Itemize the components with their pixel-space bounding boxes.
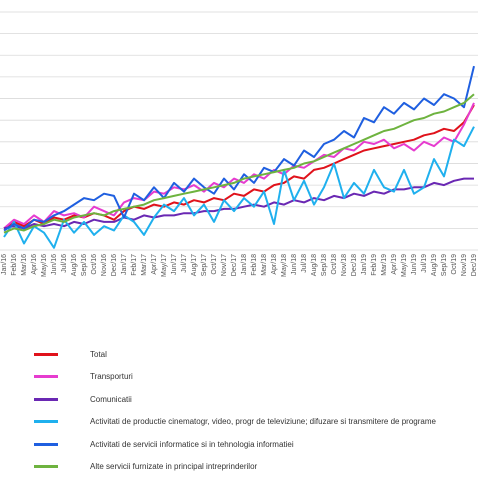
x-tick-label: Oct/16 xyxy=(91,254,98,275)
x-tick-label: Sep/17 xyxy=(201,254,208,276)
x-tick-label: Nov/17 xyxy=(221,254,228,276)
x-tick-label: Aug/16 xyxy=(71,254,78,276)
x-tick-label: Apr/19 xyxy=(391,254,398,275)
x-tick-label: Dec/17 xyxy=(231,254,238,276)
x-tick-label: Nov/16 xyxy=(101,254,108,276)
x-tick-label: Dec/19 xyxy=(471,254,478,276)
legend-item-total: Total xyxy=(34,343,474,366)
x-tick-label: Mar/16 xyxy=(21,254,28,276)
x-tick-label: Jul/19 xyxy=(421,254,428,273)
legend-label-transporturi: Transporturi xyxy=(90,372,133,381)
x-tick-label: Sep/16 xyxy=(81,254,88,276)
x-tick-label: Jun/19 xyxy=(411,254,418,275)
x-tick-label: Apr/17 xyxy=(151,254,158,275)
legend-label-cinematografie: Activitati de productie cinematogr, vide… xyxy=(90,417,436,426)
x-tick-label: Feb/18 xyxy=(251,254,258,276)
x-tick-label: Jun/16 xyxy=(51,254,58,275)
legend-swatch-servicii-informatice xyxy=(34,443,58,446)
x-tick-label: May/19 xyxy=(401,254,408,277)
x-tick-label: Jan/16 xyxy=(1,254,8,275)
legend-item-alte-servicii: Alte servicii furnizate in principal int… xyxy=(34,456,474,478)
x-tick-label: Mar/19 xyxy=(381,254,388,276)
legend-label-comunicatii: Comunicatii xyxy=(90,395,132,404)
x-tick-label: Jun/18 xyxy=(291,254,298,275)
x-tick-label: Feb/16 xyxy=(11,254,18,276)
x-tick-label: Feb/19 xyxy=(371,254,378,276)
legend-label-total: Total xyxy=(90,350,107,359)
legend-swatch-cinematografie xyxy=(34,420,58,423)
series-line-1 xyxy=(4,103,474,228)
x-tick-label: Jun/17 xyxy=(171,254,178,275)
x-tick-label: Jul/16 xyxy=(61,254,68,273)
legend-swatch-alte-servicii xyxy=(34,465,58,468)
x-tick-label: Apr/16 xyxy=(31,254,38,275)
x-tick-label: Jan/17 xyxy=(121,254,128,275)
x-tick-label: Nov/19 xyxy=(461,254,468,276)
legend-item-cinematografie: Activitati de productie cinematogr, vide… xyxy=(34,411,474,434)
x-tick-label: Dec/18 xyxy=(351,254,358,276)
series-lines xyxy=(4,66,474,248)
x-tick-label: Apr/18 xyxy=(271,254,278,275)
legend-label-alte-servicii: Alte servicii furnizate in principal int… xyxy=(90,462,257,471)
x-tick-label: Aug/17 xyxy=(191,254,198,276)
x-tick-label: Nov/18 xyxy=(341,254,348,276)
x-tick-label: Jul/17 xyxy=(181,254,188,273)
x-tick-label: Mar/17 xyxy=(141,254,148,276)
x-tick-label: Mar/18 xyxy=(261,254,268,276)
x-tick-label: Sep/18 xyxy=(321,254,328,276)
x-tick-label: Aug/19 xyxy=(431,254,438,276)
legend-swatch-total xyxy=(34,353,58,356)
legend-swatch-comunicatii xyxy=(34,398,58,401)
x-tick-label: Jan/19 xyxy=(361,254,368,275)
x-tick-label: Dec/16 xyxy=(111,254,118,276)
x-tick-label: Aug/18 xyxy=(311,254,318,276)
legend-item-transporturi: Transporturi xyxy=(34,366,474,389)
x-tick-label: Jan/18 xyxy=(241,254,248,275)
legend-item-servicii-informatice: Activitati de servicii informatice si in… xyxy=(34,433,474,456)
legend-swatch-transporturi xyxy=(34,375,58,378)
x-tick-label: Jul/18 xyxy=(301,254,308,273)
x-tick-label: May/16 xyxy=(41,254,48,277)
legend-item-comunicatii: Comunicatii xyxy=(34,388,474,411)
legend-label-servicii-informatice: Activitati de servicii informatice si in… xyxy=(90,440,294,449)
x-tick-label: Oct/17 xyxy=(211,254,218,275)
x-tick-label: May/18 xyxy=(281,254,288,277)
x-tick-label: Oct/18 xyxy=(331,254,338,275)
x-tick-label: Feb/17 xyxy=(131,254,138,276)
legend: Total Transporturi Comunicatii Activitat… xyxy=(34,343,474,478)
x-tick-label: Oct/19 xyxy=(451,254,458,275)
x-tick-label: Sep/19 xyxy=(441,254,448,276)
x-tick-label: May/17 xyxy=(161,254,168,277)
series-line-0 xyxy=(4,105,474,228)
